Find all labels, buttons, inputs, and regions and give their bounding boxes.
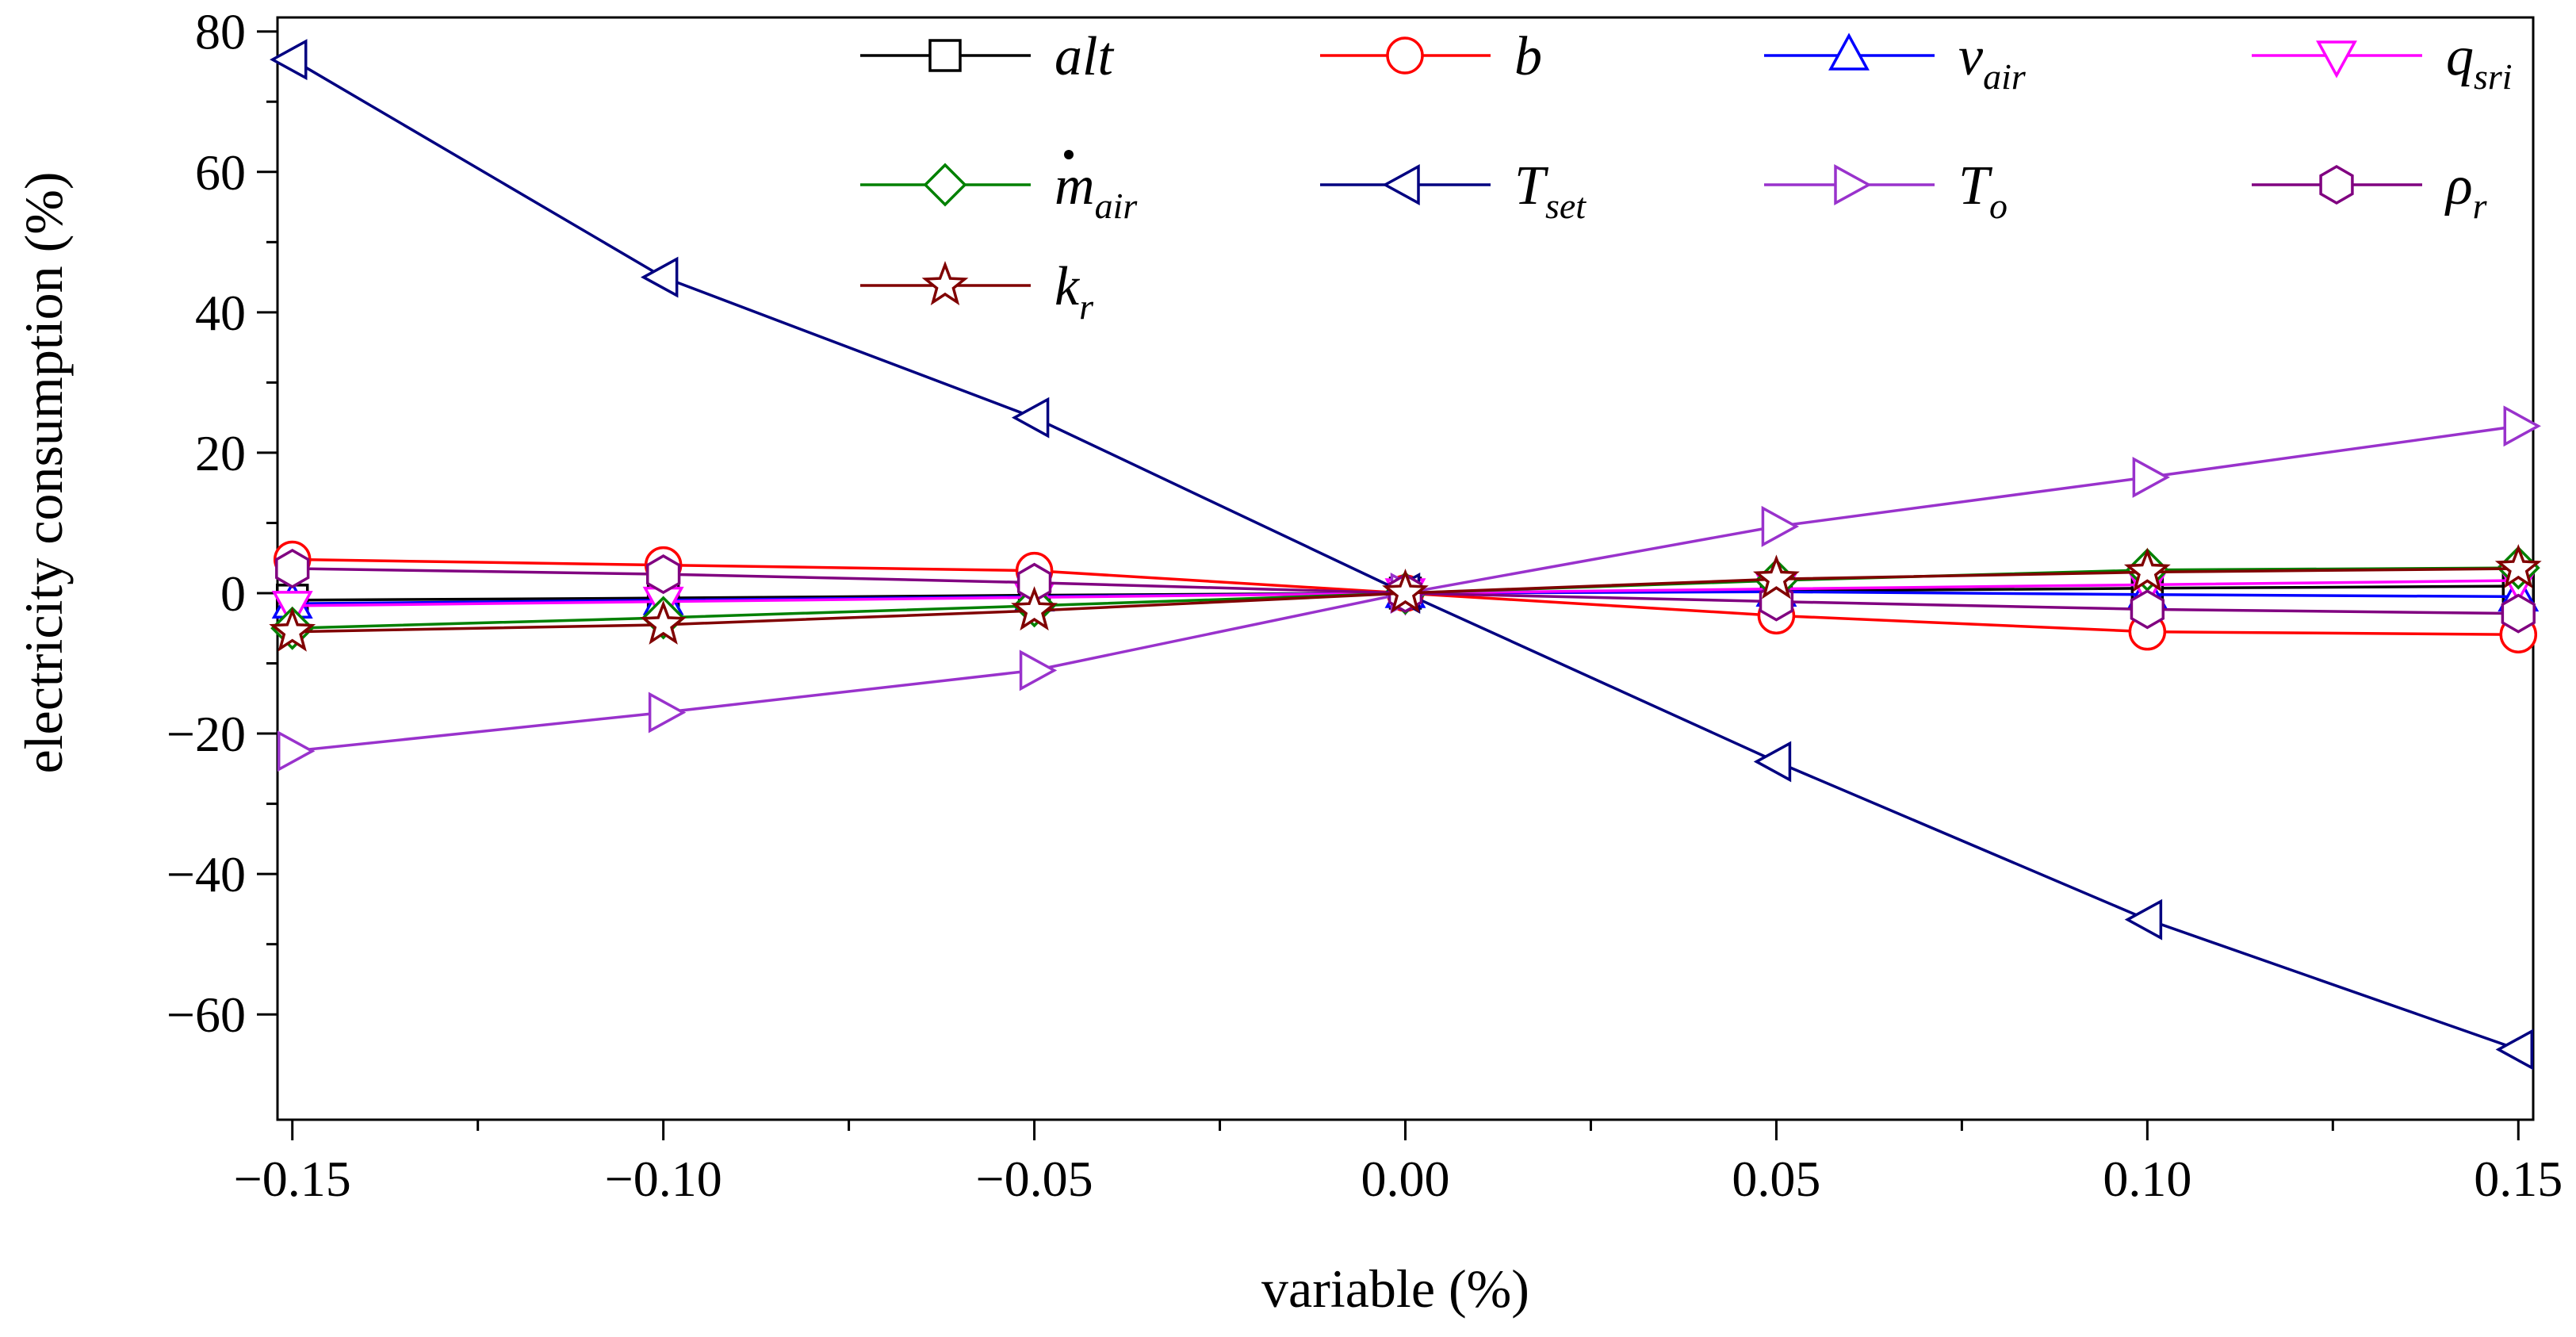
legend-label-T_set: Tset [1514,155,1587,226]
y-tick-label: 60 [195,144,246,201]
data-point-T_o [1019,649,1058,691]
legend-dot-accent [1064,150,1074,159]
legend-item-m_air: mair [860,150,1138,226]
legend-label-base: T [1514,155,1549,216]
series-k_r [269,544,2542,652]
legend-marker-k_r [921,261,969,306]
data-point-T_o [2503,405,2541,447]
x-tick-label: −0.10 [605,1151,722,1207]
data-point-k_r [2494,544,2542,589]
data-point-T_set [2495,1029,2534,1071]
x-axis-title: variable (%) [1261,1258,1529,1319]
legend-item-T_set: Tset [1320,155,1587,226]
series-layer [269,39,2542,1071]
data-point-T_o [1761,505,1800,547]
data-point-T_o [2132,456,2170,498]
data-point-k_r [1011,586,1058,631]
legend-item-alt: alt [860,26,1114,87]
legend-marker-q_sri [2316,40,2357,79]
legend-marker-alt [928,39,962,72]
legend-item-v_air: vair [1764,26,2027,97]
y-axis: −60 −40 −20 0 20 40 60 80 [167,4,278,1043]
legend-item-q_sri: qsri [2252,26,2513,97]
legend-label-v_air: vair [1958,26,2027,97]
legend-label-subscript: sri [2474,56,2513,97]
legend-label-subscript: r [1079,286,1094,327]
legend-marker-v_air [1828,33,1870,71]
data-point-k_r [1382,569,1429,614]
data-point-k_r [269,607,316,652]
legend-label-m_air: mair [1055,155,1138,226]
x-tick-label: 0.15 [2474,1151,2563,1207]
y-tick-label: 20 [195,425,246,481]
data-point-rho_r [2501,593,2536,634]
legend-label-b: b [1514,26,1542,87]
x-tick-label: 0.10 [2103,1151,2191,1207]
legend-label-base: ρ [2444,155,2473,216]
legend-marker-T_set [1382,164,1420,205]
legend-label-subscript: set [1545,186,1587,226]
series-line-T_set [291,58,2519,1052]
legend-label-subscript: air [1095,186,1139,226]
legend-label-q_sri: qsri [2446,26,2513,97]
legend-label-subscript: o [1989,186,2008,226]
legend-label-subscript: r [2473,186,2488,226]
x-axis: −0.15 −0.10 −0.05 0.00 0.05 0.10 0.15 [234,1120,2563,1207]
legend-label-subscript: air [1983,56,2027,97]
legend-label-k_r: kr [1055,256,1094,327]
legend-label-base: k [1055,256,1081,317]
data-point-T_o [277,730,316,772]
legend-item-k_r: kr [860,256,1094,327]
legend-label-base: alt [1055,26,1114,87]
x-tick-label: 0.05 [1732,1151,1820,1207]
legend-label-base: v [1958,26,1984,87]
y-tick-label: −40 [167,846,246,902]
legend-item-T_o: To [1764,155,2008,226]
data-point-T_set [1011,397,1050,439]
legend-label-base: m [1055,155,1095,216]
x-tick-label: 0.00 [1361,1151,1450,1207]
data-point-k_r [2123,547,2171,592]
legend-marker-b [1386,36,1424,75]
x-tick-label: −0.05 [976,1151,1093,1207]
y-tick-label: −20 [167,706,246,762]
y-tick-label: 0 [220,565,246,622]
data-point-k_r [1752,554,1800,600]
data-point-T_set [270,39,308,81]
data-point-rho_r [275,548,310,589]
legend-label-base: T [1958,155,1993,216]
legend-marker-m_air [923,163,967,207]
data-point-T_set [641,256,679,298]
data-point-T_o [648,691,687,734]
data-point-k_r [640,600,687,645]
legend-label-base: b [1514,26,1542,87]
data-point-rho_r [645,554,681,595]
legend-label-base: q [2446,26,2474,87]
data-point-rho_r [2130,589,2165,630]
y-tick-label: 80 [195,4,246,60]
y-tick-label: 40 [195,285,246,341]
legend-label-alt: alt [1055,26,1114,87]
legend-label-T_o: To [1958,155,2008,226]
legend-marker-rho_r [2319,164,2354,205]
y-tick-label: −60 [167,986,246,1043]
legend-label-rho_r: ρr [2444,155,2488,226]
x-tick-label: −0.15 [234,1151,351,1207]
y-axis-title: electricity consumption (%) [13,171,74,773]
data-point-T_set [2124,898,2163,940]
legend-item-rho_r: ρr [2252,155,2488,226]
data-point-T_set [1753,741,1792,783]
legend-marker-T_o [1834,164,1872,205]
legend-item-b: b [1320,26,1542,87]
